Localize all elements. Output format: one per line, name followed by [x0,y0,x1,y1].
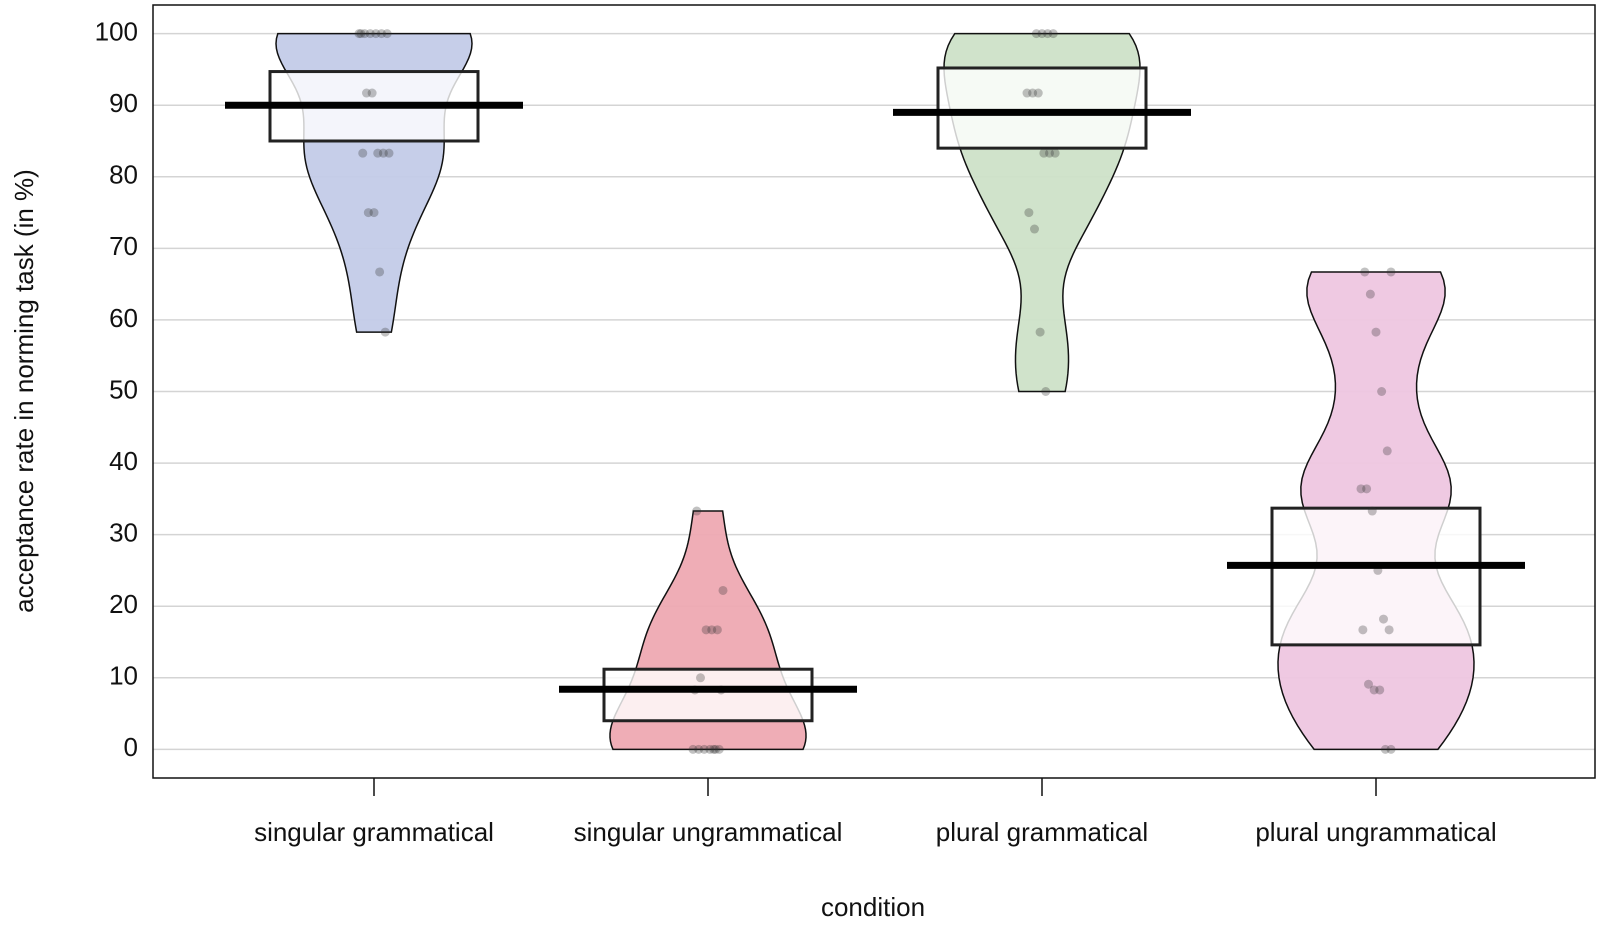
data-point [1041,387,1051,396]
data-point [1384,625,1394,635]
data-point [382,29,392,39]
x-tick-label: singular grammatical [254,817,494,847]
data-point [1380,744,1390,754]
data-point [367,88,377,98]
data-point [1386,744,1396,754]
data-point [705,744,715,754]
data-point [1358,625,1368,635]
data-point [377,29,386,39]
data-point [709,744,719,754]
data-point [1022,88,1032,98]
data-point [1362,484,1372,494]
data-point [696,673,705,683]
y-tick-label: 20 [109,589,138,619]
data-point [701,625,711,635]
data-point [1365,289,1375,299]
data-point [718,585,728,595]
data-point [714,744,724,754]
data-point [363,208,373,218]
data-point [692,506,702,516]
data-point [1375,685,1385,695]
data-point [1031,29,1041,39]
data-point [1048,29,1058,39]
y-tick-label: 90 [109,88,138,118]
data-point [1039,148,1049,158]
data-point [378,148,388,158]
data-point [694,744,704,754]
data-point [1367,506,1377,516]
y-axis-label: acceptance rate in norming task (in %) [9,169,39,613]
plot-frame [152,4,1596,779]
data-point [384,148,394,158]
y-tick-label: 10 [109,661,138,691]
data-point [1377,387,1387,396]
data-point [707,625,717,635]
data-point [360,29,370,39]
data-point [1030,224,1039,234]
data-point [1045,148,1054,158]
data-point [1386,267,1396,277]
data-point [711,744,720,754]
data-point [375,267,385,277]
data-point [1382,446,1392,456]
data-point [1033,88,1043,98]
data-point [1379,614,1388,624]
data-point [699,744,709,754]
x-tick-label: plural ungrammatical [1255,817,1496,847]
data-point [1037,29,1047,39]
data-point [1371,327,1381,337]
y-tick-label: 30 [109,518,138,548]
data-point [1024,208,1034,218]
interval-box [602,667,814,723]
y-tick-label: 0 [124,732,138,762]
data-point [354,29,364,39]
data-point [1369,685,1379,695]
data-point [365,29,375,39]
data-point [1043,29,1053,39]
data-point [1028,88,1038,98]
data-point [1050,148,1060,158]
y-tick-label: 40 [109,446,138,476]
interval-box [1270,506,1482,647]
y-tick-label: 80 [109,160,138,190]
data-point [358,148,368,158]
data-point [1364,679,1373,689]
interval-box [936,66,1148,150]
data-point [362,88,371,98]
data-point [688,744,698,754]
x-tick-label: singular ungrammatical [574,817,843,847]
x-axis-label: condition [821,892,925,922]
data-point [356,29,366,39]
y-tick-label: 60 [109,303,138,333]
data-point [1360,267,1370,277]
data-point [1356,484,1366,494]
data-point [380,327,390,337]
y-tick-label: 50 [109,374,138,404]
x-tick-label: plural grammatical [936,817,1148,847]
data-point [712,625,722,635]
data-point [371,29,381,39]
data-point [369,208,379,218]
data-point [373,148,383,158]
y-tick-label: 70 [109,231,138,261]
y-tick-label: 100 [95,17,138,47]
data-point [1035,327,1045,337]
